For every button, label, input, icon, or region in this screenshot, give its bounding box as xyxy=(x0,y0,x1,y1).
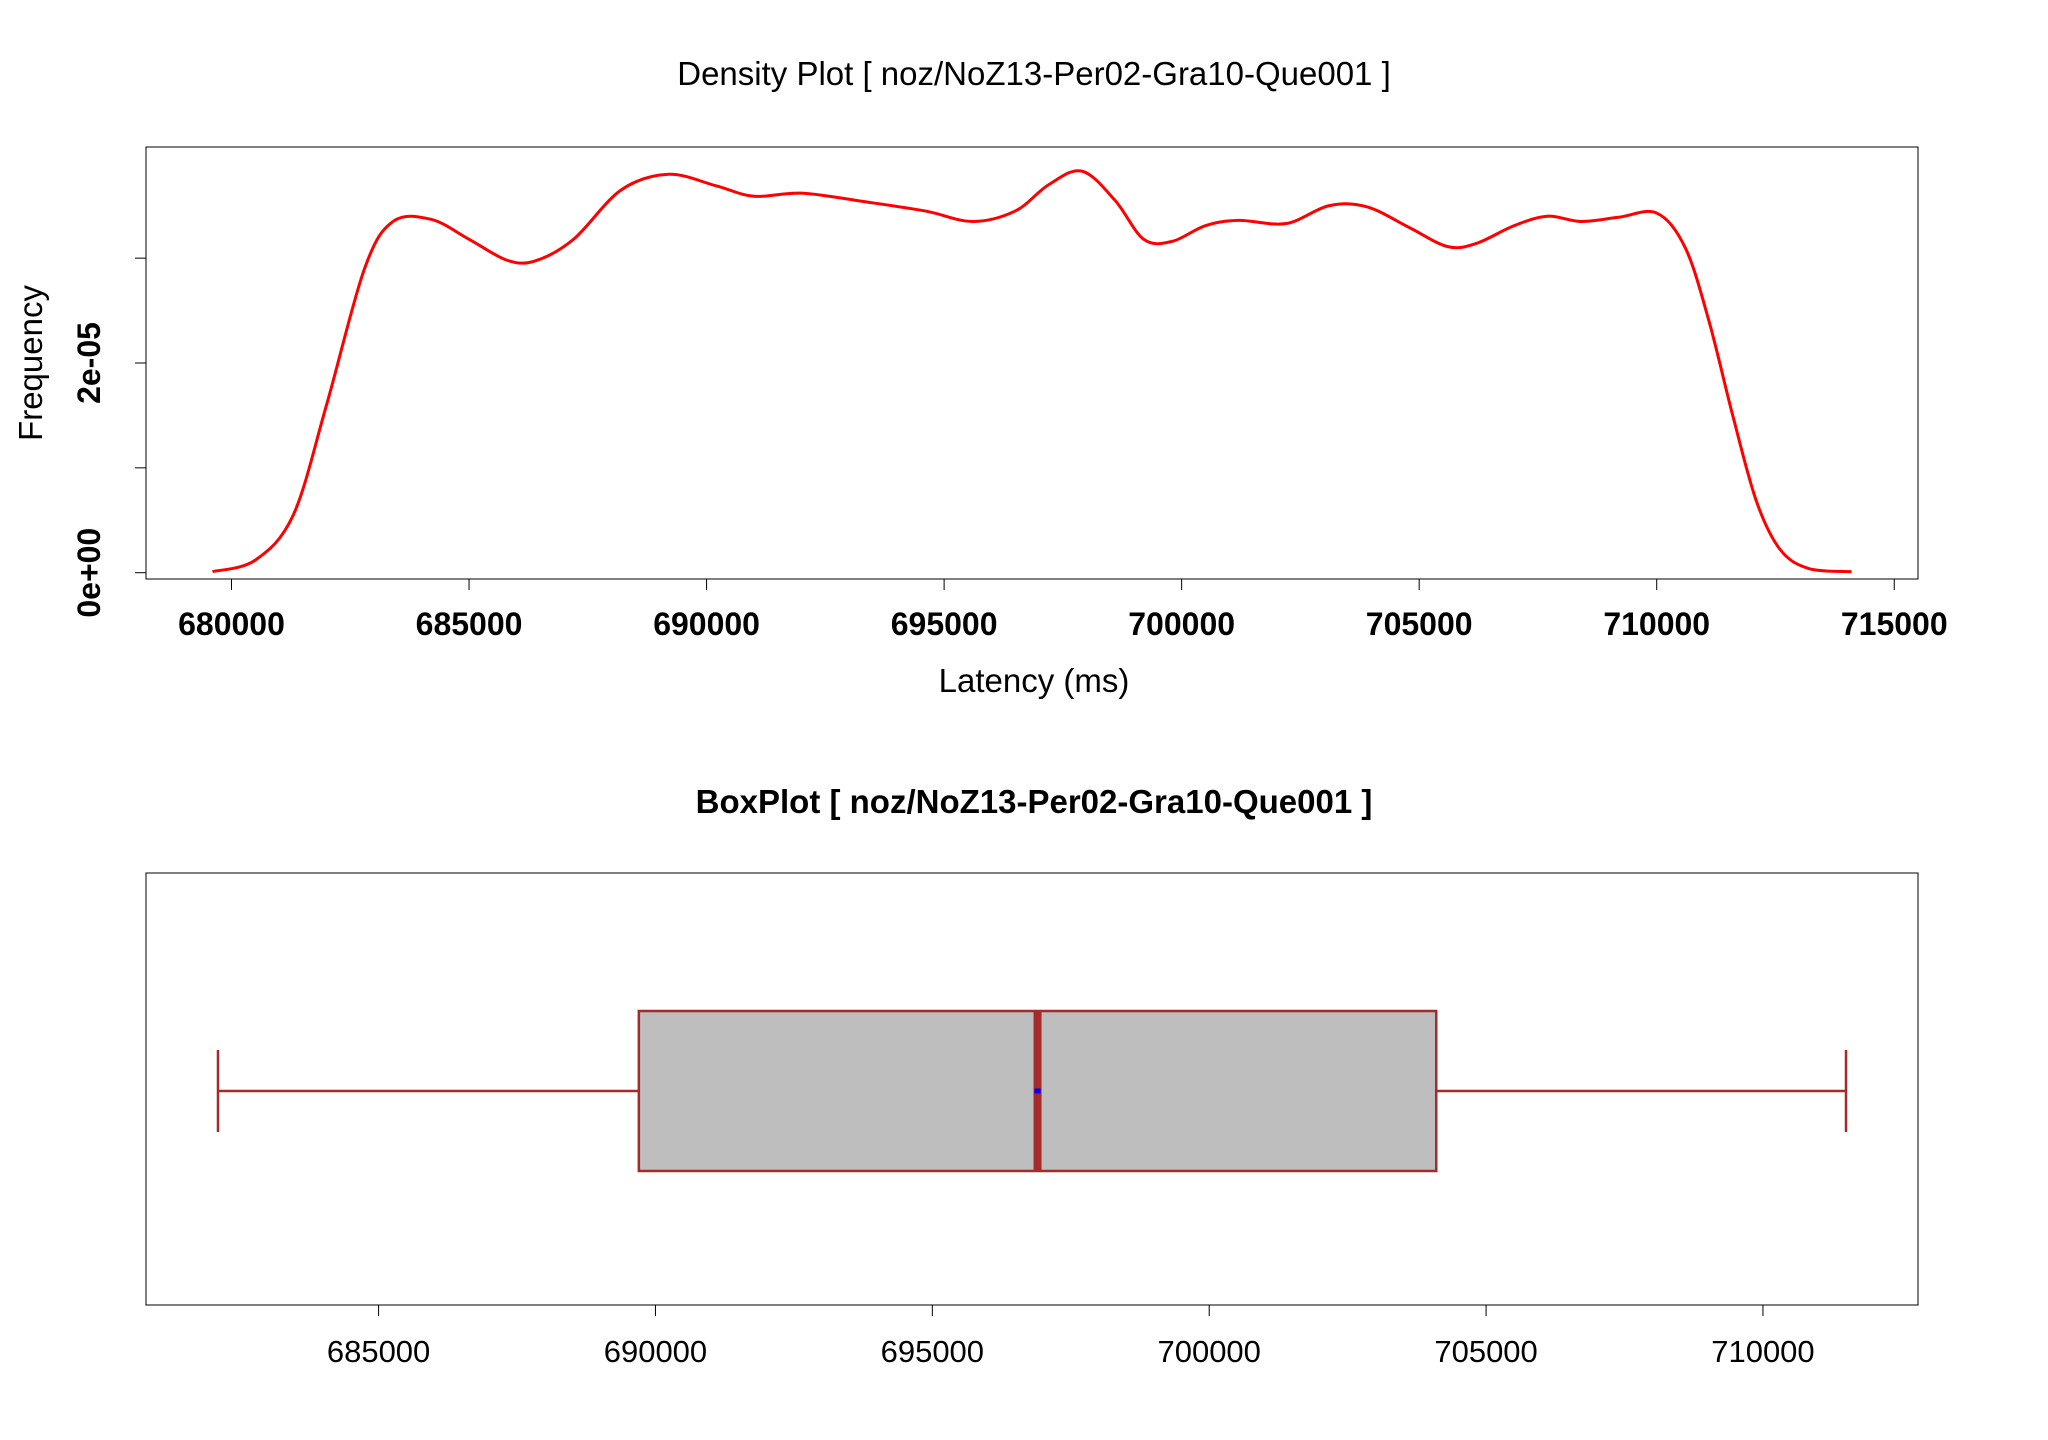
box-x-axis: 685000 690000 695000 700000 705000 710000 xyxy=(327,1304,1815,1369)
box-plot: BoxPlot [ noz/NoZ13-Per02-Gra10-Que001 ]… xyxy=(145,783,1919,1369)
density-x-tick-label: 710000 xyxy=(1603,606,1710,642)
box-mean-marker xyxy=(1034,1088,1041,1094)
density-plot: Density Plot [ noz/NoZ13-Per02-Gra10-Que… xyxy=(12,55,1948,699)
box-marks xyxy=(216,1009,1848,1173)
density-x-tick-label: 705000 xyxy=(1366,606,1473,642)
density-x-tick-label: 685000 xyxy=(416,606,523,642)
box-x-tick-label: 685000 xyxy=(327,1334,430,1369)
box-x-tick-label: 695000 xyxy=(881,1334,984,1369)
density-y-tick-label: 0e+00 xyxy=(71,528,107,618)
density-series-line xyxy=(212,169,1852,574)
box-x-tick-label: 710000 xyxy=(1711,1334,1814,1369)
density-y-axis-label: Frequency xyxy=(12,285,49,441)
density-x-tick-label: 680000 xyxy=(178,606,285,642)
density-x-tick-label: 700000 xyxy=(1128,606,1235,642)
density-x-axis: 680000 685000 690000 695000 700000 705000 7100… xyxy=(178,578,1948,642)
density-y-tick-label: 2e-05 xyxy=(71,322,107,404)
box-x-tick-label: 705000 xyxy=(1434,1334,1537,1369)
box-x-tick-label: 700000 xyxy=(1157,1334,1260,1369)
density-x-tick-label: 690000 xyxy=(653,606,760,642)
density-x-axis-label: Latency (ms) xyxy=(939,662,1130,699)
density-title: Density Plot [ noz/NoZ13-Per02-Gra10-Que… xyxy=(677,55,1391,92)
density-x-tick-label: 715000 xyxy=(1841,606,1948,642)
box-x-tick-label: 690000 xyxy=(604,1334,707,1369)
density-x-tick-label: 695000 xyxy=(891,606,998,642)
box-title: BoxPlot [ noz/NoZ13-Per02-Gra10-Que001 ] xyxy=(696,783,1373,820)
density-y-axis: 0e+00 2e-05 xyxy=(71,257,147,618)
